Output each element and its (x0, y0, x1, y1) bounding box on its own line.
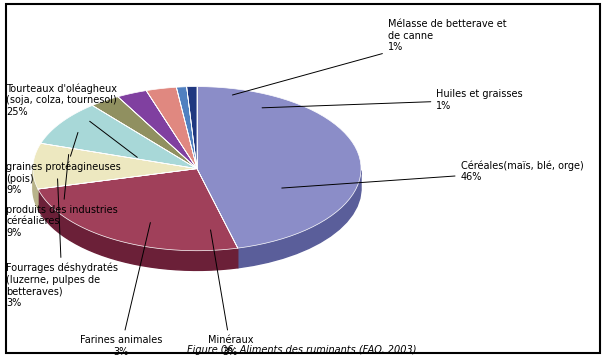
Polygon shape (197, 87, 361, 248)
Text: Huiles et graisses
1%: Huiles et graisses 1% (262, 89, 523, 111)
Polygon shape (33, 170, 38, 209)
Text: Figure 06: Aliments des ruminants (FAO, 2003).: Figure 06: Aliments des ruminants (FAO, … (187, 346, 419, 356)
Text: Minéraux
3%: Minéraux 3% (207, 230, 253, 357)
Polygon shape (38, 169, 238, 251)
Polygon shape (146, 87, 197, 169)
Text: Farines animales
3%: Farines animales 3% (80, 222, 162, 357)
Text: Mélasse de betterave et
de canne
1%: Mélasse de betterave et de canne 1% (233, 19, 507, 95)
Polygon shape (187, 87, 197, 169)
Text: produits des industries
céréalières
9%: produits des industries céréalières 9% (6, 155, 118, 238)
Polygon shape (38, 189, 238, 270)
Text: Tourteaux d'oléagheux
(soja, colza, tournesol)
25%: Tourteaux d'oléagheux (soja, colza, tour… (6, 83, 138, 157)
Text: graines protéagineuses
(pois)
9%: graines protéagineuses (pois) 9% (6, 132, 121, 195)
Polygon shape (33, 143, 197, 189)
Text: Céréales(maïs, blé, orge)
46%: Céréales(maïs, blé, orge) 46% (282, 160, 584, 188)
Polygon shape (238, 171, 361, 268)
Text: Fourrages déshydratés
(luzerne, pulpes de
betteraves)
3%: Fourrages déshydratés (luzerne, pulpes d… (6, 179, 118, 308)
Polygon shape (41, 105, 197, 169)
Polygon shape (176, 87, 197, 169)
Polygon shape (92, 97, 197, 169)
Polygon shape (118, 91, 197, 169)
